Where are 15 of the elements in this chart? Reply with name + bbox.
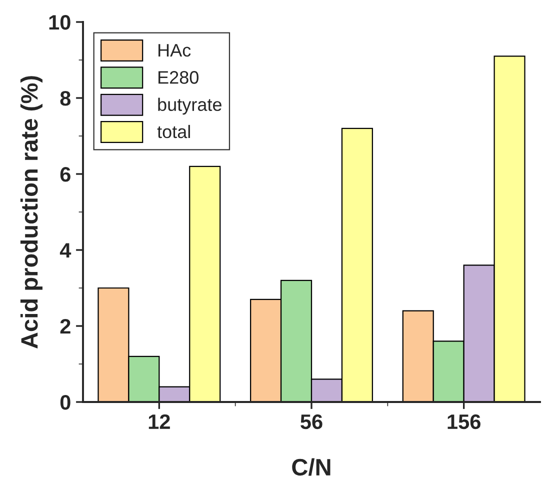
- y-tick-label: 10: [49, 15, 70, 30]
- x-tick-label: 156: [448, 414, 480, 430]
- y-axis-title: Acid production rate (%): [20, 76, 42, 348]
- y-tick-label: 4: [60, 243, 72, 258]
- legend-label: butyrate: [158, 98, 222, 115]
- y-tick-label: 2: [60, 319, 70, 334]
- legend-label: HAc: [158, 44, 191, 57]
- y-tick-label: 8: [60, 91, 71, 106]
- legend-label: E280: [158, 71, 198, 84]
- x-tick-label: 56: [300, 414, 322, 430]
- y-tick-label: 6: [60, 167, 70, 182]
- y-tick-label: 0: [60, 395, 70, 410]
- x-tick-label: 12: [148, 414, 170, 429]
- legend-label: total: [157, 124, 190, 138]
- x-axis-title: C/N: [292, 458, 330, 476]
